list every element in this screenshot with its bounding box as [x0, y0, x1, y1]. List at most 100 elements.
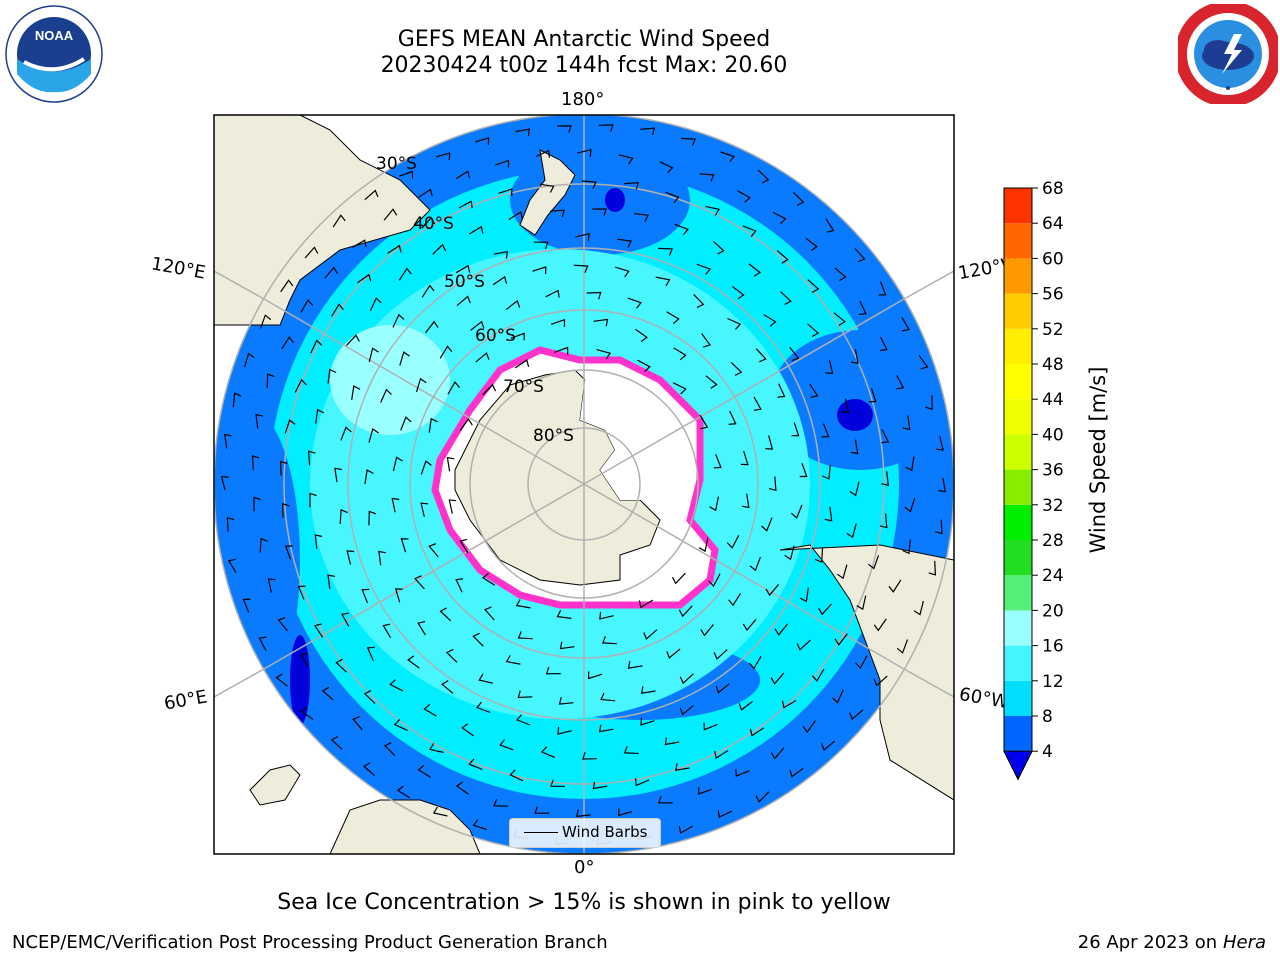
wind-barb	[472, 632, 484, 647]
wind-barb	[634, 213, 649, 222]
wind-barb	[643, 629, 658, 640]
wind-barb	[383, 742, 396, 757]
wind-barb	[255, 413, 264, 429]
noaa-logo: NOAA	[5, 5, 103, 103]
wind-barb	[558, 697, 574, 705]
wind-barb	[478, 673, 494, 684]
wind-barb	[481, 572, 496, 586]
wind-barb	[618, 154, 634, 165]
madagascar-land	[249, 764, 301, 806]
wind-barb	[703, 722, 718, 731]
graticule	[214, 115, 954, 854]
wind-barb	[748, 655, 762, 670]
host-text: Hera	[1222, 932, 1266, 953]
colorbar-segment	[1004, 504, 1032, 540]
colorbar-tick-label: 56	[1042, 285, 1064, 305]
wind-barb	[352, 239, 367, 248]
lat-label-50s: 50°S	[444, 272, 485, 292]
nws-logo	[1178, 4, 1278, 104]
wind-barb	[814, 548, 824, 563]
wind-barb	[791, 422, 800, 437]
wind-barb	[678, 825, 694, 834]
wind-barb	[712, 240, 725, 255]
wind-barb	[807, 279, 820, 293]
wind-barb	[730, 361, 743, 376]
wind-barb	[315, 408, 325, 424]
wind-barb	[455, 578, 464, 593]
colorbar-tick-label: 64	[1042, 214, 1064, 234]
lat-label-60s: 60°S	[475, 326, 516, 346]
colorbar-segment	[1004, 223, 1032, 259]
wind-barb	[432, 806, 448, 817]
wind-barb	[617, 238, 633, 248]
wind-barb	[868, 555, 880, 570]
colorbar-tick-label: 60	[1042, 249, 1064, 269]
wind-barb	[776, 250, 789, 264]
wind-barb	[671, 572, 686, 585]
wind-barb	[873, 675, 888, 687]
wind-barb	[439, 607, 452, 622]
wind-barb	[421, 216, 436, 229]
wind-barb	[258, 636, 267, 651]
wind-barb	[935, 436, 944, 451]
colorbar-segment	[1004, 610, 1032, 646]
colorbar-tick-label: 4	[1042, 742, 1053, 762]
wind-barb	[755, 348, 767, 363]
wind-barb	[587, 671, 603, 680]
wind-barb	[448, 499, 457, 514]
wind-barb	[753, 396, 762, 411]
wind-barb	[483, 606, 495, 621]
wind-barb	[824, 506, 833, 522]
wind-barb	[789, 346, 800, 362]
wind-barb	[436, 152, 451, 161]
wind-barb	[417, 621, 426, 636]
wind-barb	[820, 740, 836, 751]
wind-barb	[575, 232, 590, 241]
wind-barb	[658, 247, 673, 256]
wind-barb	[517, 631, 533, 640]
wind-barb	[420, 460, 432, 475]
wind-barb	[811, 668, 825, 682]
wind-barb	[617, 808, 633, 817]
wind-barb	[727, 317, 742, 330]
colorbar-segment	[1004, 188, 1032, 224]
colorbar-tick-label: 20	[1042, 601, 1064, 621]
wind-barb	[432, 243, 447, 255]
wind-barb	[664, 737, 680, 746]
wind-barb	[535, 149, 550, 158]
wind-barb	[834, 633, 848, 646]
wind-barb	[232, 392, 242, 408]
noaa-logo-text: NOAA	[35, 28, 74, 43]
wind-barb	[896, 375, 905, 390]
wind-barb	[581, 180, 597, 189]
wind-barb	[905, 456, 915, 472]
colorbar-tick-label: 48	[1042, 355, 1064, 375]
wind-barb	[841, 398, 850, 414]
wind-barb	[459, 418, 473, 431]
wind-barb	[818, 603, 832, 616]
wind-barb	[415, 377, 427, 393]
colorbar-tick-label: 32	[1042, 496, 1064, 516]
wind-barb	[674, 223, 689, 236]
wind-barbs	[220, 124, 947, 846]
wind-barb	[393, 719, 408, 731]
wind-barb	[368, 347, 379, 363]
date-text: 26 Apr 2023 on	[1077, 932, 1218, 953]
wind-barb	[807, 323, 820, 338]
wind-barb	[836, 564, 848, 580]
wind-barb	[592, 781, 608, 790]
wind-barb	[277, 617, 288, 632]
wind-barb	[469, 225, 484, 235]
wind-barb	[382, 623, 392, 639]
wind-barb	[364, 469, 374, 484]
wind-barb	[696, 263, 712, 275]
wind-barb	[833, 312, 846, 326]
wind-barb	[780, 291, 792, 306]
wind-barb	[627, 297, 642, 309]
wind-barb	[575, 809, 591, 818]
colorbar-tick-label: 28	[1042, 531, 1064, 551]
wind-barb	[339, 509, 348, 524]
wind-barb	[539, 183, 555, 193]
wind-barb	[551, 318, 566, 327]
